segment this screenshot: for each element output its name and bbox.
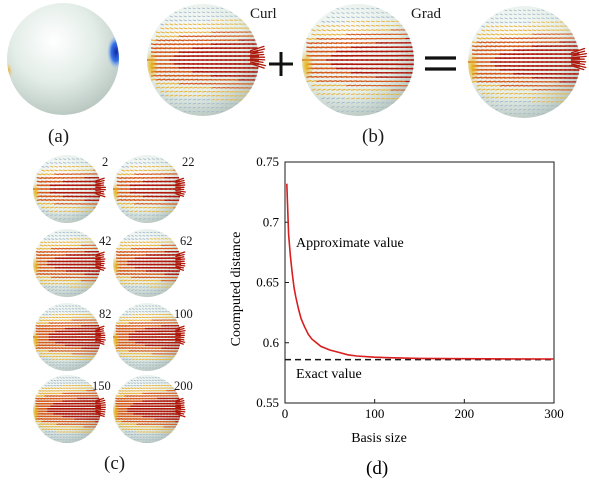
- basis-thumbnail: [113, 229, 186, 297]
- basis-thumbnail: [33, 229, 106, 297]
- y-axis-label: Coomputed distance: [229, 232, 244, 347]
- y-tick-label: 0.65: [256, 275, 279, 290]
- vector-field-decomposition: [147, 4, 588, 118]
- basis-thumbnail: [33, 155, 106, 223]
- thumb-label-22: 22: [182, 155, 195, 169]
- plus-operator: [269, 52, 293, 76]
- y-tick-label: 0.6: [263, 335, 280, 350]
- vector-glyphs: [147, 7, 259, 113]
- equals-operator: [425, 56, 456, 71]
- sink-spike: [175, 177, 186, 197]
- y-tick-label: 0.75: [256, 154, 279, 169]
- sink-spike: [175, 251, 186, 271]
- sink-spike: [95, 177, 106, 198]
- thumb-label-200: 200: [174, 379, 193, 393]
- caption-c: (c): [104, 453, 126, 474]
- thumb-label-2: 2: [102, 155, 109, 169]
- chart-ticks: 0 100 200 300 0.55 0.6 0.65 0.7 0.75: [256, 154, 564, 421]
- x-tick-label: 200: [455, 406, 475, 421]
- annotation-exact: Exact value: [296, 367, 362, 382]
- basis-thumbnail: [113, 303, 186, 371]
- distance-vs-basis-chart: 0 100 200 300 0.55 0.6 0.65 0.7 0.75 Approximate…: [229, 154, 564, 479]
- basis-thumbnail: [113, 155, 186, 223]
- thumb-label-82: 82: [99, 307, 112, 321]
- thumb-label-100: 100: [174, 307, 193, 321]
- panel-c: 2 22 42 62 82 100 150 200 (c): [30, 150, 200, 481]
- label-grad: Grad: [411, 6, 441, 22]
- y-tick-label: 0.7: [263, 214, 280, 229]
- basis-thumbnail: [33, 303, 106, 371]
- vector-glyphs: [113, 305, 181, 369]
- label-curl: Curl: [250, 6, 277, 22]
- vector-glyphs: [302, 7, 414, 113]
- annotation-approximate: Approximate value: [296, 236, 404, 251]
- x-axis-label: Basis size: [351, 431, 407, 446]
- sink-spike: [175, 397, 186, 418]
- caption-b: (b): [362, 126, 385, 147]
- sink-spike: [570, 47, 588, 71]
- basis-thumbnail: [113, 375, 186, 443]
- sink-spike: [175, 325, 186, 345]
- sphere-scalar-image: [7, 3, 119, 115]
- caption-a: (a): [48, 126, 70, 147]
- vector-glyphs: [468, 9, 580, 115]
- vector-glyphs: [35, 231, 101, 295]
- vector-glyphs: [33, 305, 101, 369]
- sink-spike: [95, 325, 106, 345]
- panel-b: Curl Grad (b): [140, 0, 589, 150]
- x-tick-label: 100: [365, 406, 385, 421]
- thumb-label-42: 42: [99, 234, 112, 248]
- caption-d: (d): [366, 458, 388, 479]
- panel-a: (a): [0, 0, 126, 150]
- y-tick-label: 0.55: [256, 395, 279, 410]
- sink-spike: [95, 397, 106, 418]
- approximate-value-line: [286, 183, 555, 360]
- basis-size-thumbnails: [33, 155, 186, 443]
- sink-spike: [95, 251, 106, 271]
- thumb-label-62: 62: [180, 234, 193, 248]
- vector-glyphs: [33, 158, 101, 220]
- x-tick-label: 0: [282, 406, 289, 421]
- thumb-label-150: 150: [92, 379, 111, 393]
- x-tick-label: 300: [544, 406, 564, 421]
- sink-spike: [249, 45, 267, 69]
